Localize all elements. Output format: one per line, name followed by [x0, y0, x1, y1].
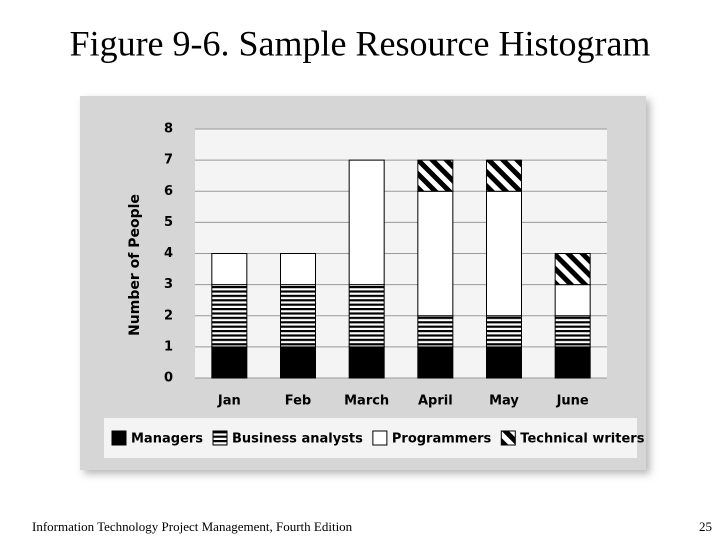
bar-segment: [280, 253, 316, 286]
bar-segment: [486, 346, 522, 379]
bar-segment: [554, 315, 591, 348]
x-tick-label: Feb: [285, 394, 311, 409]
bar-segment: [554, 284, 591, 317]
x-tick-label: Jan: [217, 394, 241, 409]
bar-segment: [348, 159, 385, 286]
bar-segment: [486, 159, 522, 192]
bar-segment: [280, 284, 316, 348]
y-tick-label: 2: [164, 308, 173, 323]
bar-segment: [417, 159, 454, 192]
bar-segment: [554, 253, 591, 286]
bar-segment: [417, 346, 454, 379]
y-tick-label: 1: [164, 339, 173, 354]
bar-segment: [348, 284, 385, 348]
legend-swatch: [372, 430, 388, 446]
slide-title: Figure 9-6. Sample Resource Histogram: [70, 23, 651, 63]
x-tick-label: May: [489, 394, 519, 409]
x-tick-label: June: [556, 394, 589, 409]
bar-segment: [211, 346, 248, 379]
x-tick-label: April: [418, 394, 453, 409]
bar-segment: [211, 284, 248, 348]
bar-segment: [486, 190, 522, 317]
bar-segment: [280, 346, 316, 379]
y-tick-label: 4: [164, 246, 173, 261]
page-number: 25: [699, 519, 712, 534]
bar-segment: [348, 346, 385, 379]
y-tick-label: 0: [164, 371, 173, 386]
bar-segment: [417, 190, 454, 317]
legend-label: Technical writers: [520, 432, 644, 447]
y-tick-label: 5: [164, 215, 173, 230]
legend-swatch: [500, 430, 516, 446]
y-tick-label: 3: [164, 277, 173, 292]
bar-segment: [417, 315, 454, 348]
legend-swatch: [212, 430, 228, 446]
legend-swatch: [111, 430, 127, 446]
legend-label: Business analysts: [232, 432, 363, 447]
legend-label: Programmers: [392, 432, 492, 447]
bar-segment: [554, 346, 591, 379]
legend-box: [104, 418, 637, 458]
y-tick-label: 8: [164, 122, 173, 137]
y-axis-label: Number of People: [127, 194, 143, 336]
bar-segment: [211, 253, 248, 286]
x-tick-label: March: [344, 394, 389, 409]
bar-segment: [486, 315, 522, 348]
y-tick-label: 6: [164, 184, 173, 199]
footer: Information Technology Project Managemen…: [32, 519, 353, 534]
legend-label: Managers: [131, 432, 203, 447]
y-tick-label: 7: [164, 153, 173, 168]
